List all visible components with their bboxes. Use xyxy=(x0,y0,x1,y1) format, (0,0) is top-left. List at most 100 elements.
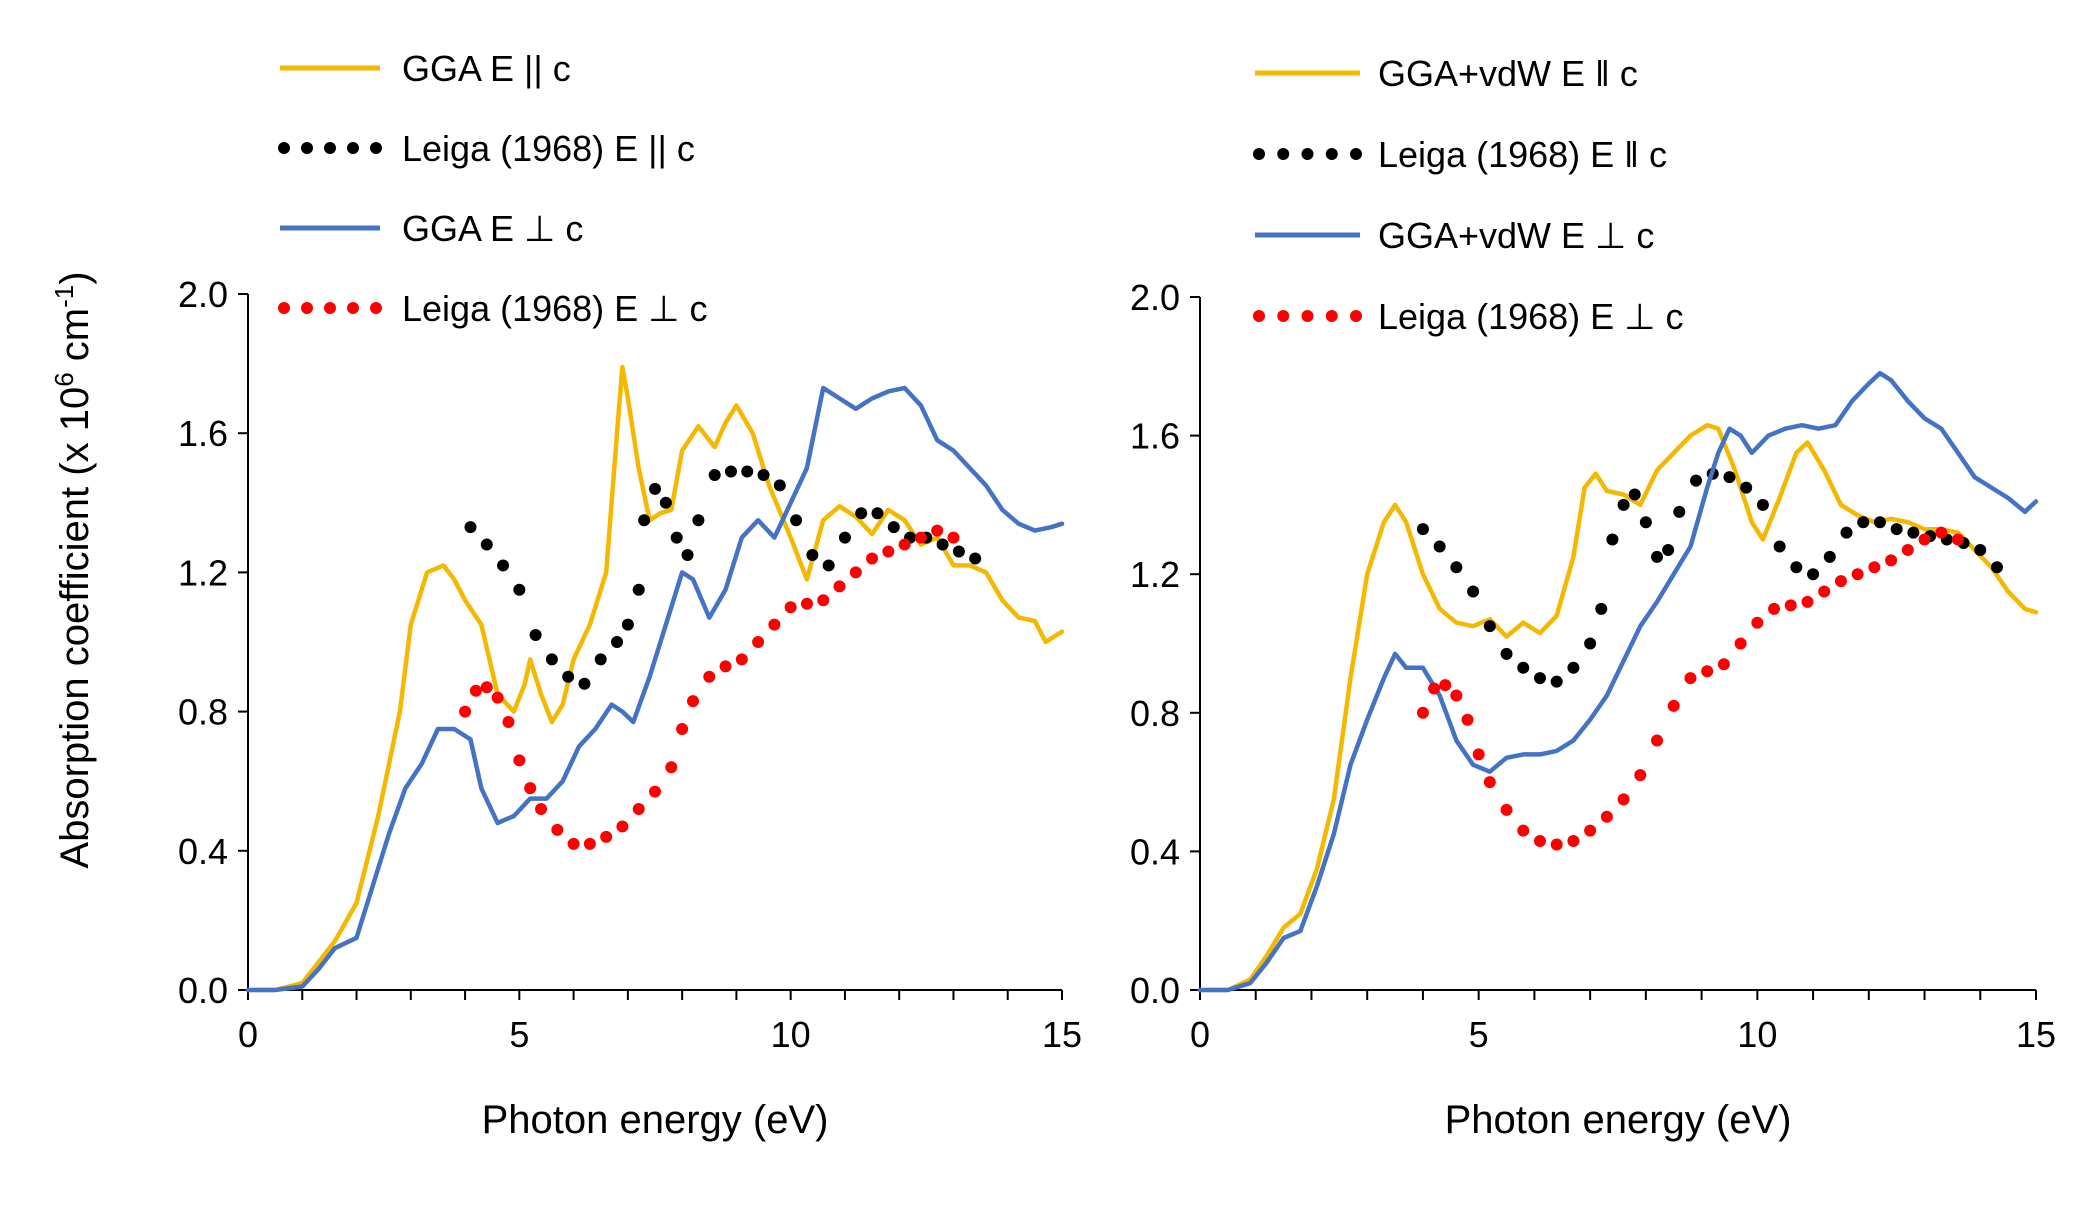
x-tick-label: 15 xyxy=(1042,1014,1082,1055)
legend-swatch-dot xyxy=(370,302,382,314)
data-point xyxy=(1617,793,1630,806)
data-point xyxy=(1818,585,1831,598)
data-point xyxy=(1416,523,1429,536)
y-tick-label: 2.0 xyxy=(178,274,228,315)
legend-entry: Leiga (1968) E || c xyxy=(278,128,695,169)
data-point xyxy=(1500,647,1513,660)
x-tick-label: 5 xyxy=(1469,1014,1489,1055)
data-point xyxy=(1901,543,1914,556)
series-dots-leiga-1968-e-c xyxy=(1416,467,2003,688)
data-point xyxy=(1951,533,1964,546)
data-point xyxy=(502,716,515,729)
data-point xyxy=(887,521,900,534)
data-point xyxy=(741,465,754,478)
legend-label: GGA+vdW E ⊥ c xyxy=(1378,215,1654,256)
data-point xyxy=(632,803,645,816)
series-line-gga-e-c xyxy=(245,385,1065,993)
x-axis-label: Photon energy (eV) xyxy=(482,1098,829,1142)
legend-entry: Leiga (1968) E ⊥ c xyxy=(1253,296,1684,337)
legend-label: GGA+vdW E ǁ c xyxy=(1378,53,1638,94)
legend-swatch-dot xyxy=(1350,310,1362,322)
legend-swatch-dot xyxy=(1301,310,1314,322)
data-point xyxy=(1517,661,1530,674)
legend-swatch-dot xyxy=(324,302,336,314)
data-point xyxy=(469,684,482,697)
data-point xyxy=(898,538,911,551)
data-point xyxy=(773,479,786,492)
data-point xyxy=(524,782,537,795)
legend-swatch-dot xyxy=(1253,148,1265,160)
data-point xyxy=(1517,824,1530,837)
data-point xyxy=(1673,505,1686,518)
legend-swatch-dot xyxy=(278,302,290,314)
legend-entry: GGA E || c xyxy=(280,48,571,89)
data-point xyxy=(703,670,716,683)
legend-swatch-dot xyxy=(1325,148,1338,160)
data-point xyxy=(838,531,851,544)
legend-swatch-dot xyxy=(347,302,359,314)
data-point xyxy=(1416,706,1429,719)
data-point xyxy=(1885,554,1898,567)
data-point xyxy=(567,837,580,850)
data-point xyxy=(1483,620,1496,633)
data-point xyxy=(1701,665,1714,678)
data-point xyxy=(1851,568,1864,581)
legend-entry: Leiga (1968) E ǁ c xyxy=(1253,134,1667,175)
data-point xyxy=(1834,575,1847,588)
data-point xyxy=(1667,699,1680,712)
legend-swatch-dot xyxy=(1253,310,1265,322)
legend-label: Leiga (1968) E ǁ c xyxy=(1378,134,1667,175)
data-point xyxy=(1801,595,1814,608)
data-point xyxy=(578,677,591,690)
data-point xyxy=(1600,810,1613,823)
data-point xyxy=(1651,550,1664,563)
y-tick-label: 1.6 xyxy=(1130,416,1180,457)
data-point xyxy=(849,566,862,579)
data-point xyxy=(914,531,927,544)
data-point xyxy=(649,785,661,798)
data-point xyxy=(1533,672,1546,685)
data-point xyxy=(551,823,564,836)
data-point xyxy=(952,545,965,558)
legend-swatch-dot xyxy=(301,142,313,154)
data-point xyxy=(1840,526,1853,539)
legend-swatch-dot xyxy=(1301,148,1314,160)
data-point xyxy=(583,837,596,850)
data-point xyxy=(1500,803,1513,816)
series-dots-leiga-1968-e-c xyxy=(459,524,960,850)
legend-swatch-dot xyxy=(370,142,382,154)
data-point xyxy=(1990,561,2003,574)
series-dots-leiga-1968-e-c xyxy=(464,465,982,690)
data-point xyxy=(752,636,765,648)
data-point xyxy=(1606,533,1619,546)
data-point xyxy=(638,514,651,527)
y-tick-label: 0.4 xyxy=(1130,831,1180,872)
y-tick-label: 0.8 xyxy=(1130,693,1180,734)
legend-label: Leiga (1968) E ⊥ c xyxy=(402,288,708,329)
data-point xyxy=(600,830,613,843)
x-tick-label: 15 xyxy=(2016,1014,2056,1055)
data-point xyxy=(757,468,770,481)
legend-swatch-dot xyxy=(324,142,336,154)
y-axis-label: Absorption coefficient (x 106 cm-1) xyxy=(49,271,97,868)
y-tick-label: 0.0 xyxy=(1130,970,1180,1011)
data-point xyxy=(692,514,705,527)
legend-entry: GGA E ⊥ c xyxy=(280,208,583,249)
data-point xyxy=(1639,516,1652,529)
data-point xyxy=(686,695,699,708)
legend-label: GGA E || c xyxy=(402,48,571,89)
data-point xyxy=(632,583,645,596)
data-point xyxy=(1751,616,1764,629)
legend-label: Leiga (1968) E ⊥ c xyxy=(1378,296,1684,337)
data-point xyxy=(1467,585,1480,598)
data-point xyxy=(1857,516,1870,529)
data-point xyxy=(491,691,504,704)
data-point xyxy=(784,601,797,614)
data-point xyxy=(1690,474,1703,487)
data-point xyxy=(969,552,982,565)
data-point xyxy=(1717,658,1730,671)
data-point xyxy=(1935,526,1948,539)
data-point xyxy=(1461,713,1474,726)
y-tick-label: 1.6 xyxy=(178,413,228,454)
series-line-gga-vdw-e-c xyxy=(1197,422,2039,993)
